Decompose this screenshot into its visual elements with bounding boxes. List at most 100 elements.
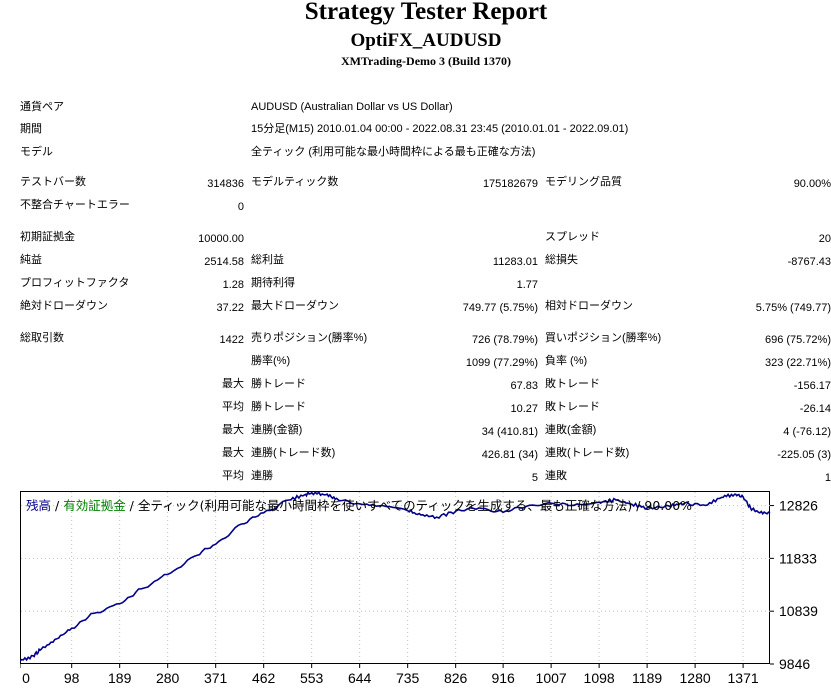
cons-losses-count-value: -225.05 (3) [777,449,831,461]
max-win-trade-label: 勝トレード [251,378,306,390]
ea-name: OptiFX_AUDUSD [350,30,502,51]
chart-caption: 残高 / 有効証拠金 / 全ティック(利用可能な最小時間枠を使いすべてのティック… [26,498,692,513]
x-tick-label: 189 [108,670,132,686]
grid [21,492,770,664]
y-tick-label: 10839 [779,603,818,619]
avg-cons-wins-value: 5 [531,472,538,484]
short-positions-value: 726 (78.79%) [471,334,538,346]
avg-loss-trade-label: 敗トレード [545,401,600,413]
x-tick-label: 1189 [632,670,662,686]
y-tick-label: 11833 [779,550,817,566]
cons-wins-amount-value: 34 (410.81) [481,426,538,438]
net-profit-value: 2514.58 [204,256,244,268]
cons-wins-count-label: 連勝(トレード数) [251,447,336,459]
avg-cons-losses-value: 1 [824,472,831,484]
long-positions-label: 買いポジション(勝率%) [545,332,662,344]
win-rate-label: 勝率(%) [251,355,291,367]
profit-factor-value: 1.28 [222,279,244,291]
max-loss-trade-value: -156.17 [793,380,831,392]
ticks-label: モデルティック数 [251,176,339,188]
mismatch-value: 0 [237,201,244,213]
bars-label: テストバー数 [20,176,86,188]
abs-drawdown-label: 絶対ドローダウン [20,300,108,312]
bars-value: 314836 [207,178,244,190]
x-tick-label: 98 [64,670,80,686]
period-value: 15分足(M15) 2010.01.04 00:00 - 2022.08.31 … [251,123,629,135]
x-tick-label: 644 [348,670,372,686]
mismatch-label: 不整合チャートエラー [20,199,130,211]
x-tick-label: 1007 [536,670,567,686]
quality-value: 90.00% [793,178,831,190]
caption-balance: 残高 [26,498,51,513]
avg-win-trade-label: 勝トレード [251,401,306,413]
spread-label: スプレッド [545,231,600,243]
avg-cons-losses-label: 連敗 [545,470,567,482]
x-tick-label: 1280 [680,670,711,686]
gross-loss-label: 総損失 [545,254,578,266]
abs-drawdown-value: 37.22 [216,302,244,314]
symbol-label: 通貨ペア [20,101,64,113]
y-tick-label: 12826 [779,498,818,514]
loss-rate-value: 323 (22.71%) [764,357,831,369]
model-label: モデル [20,146,53,158]
cons-losses-amount-value: 4 (-76.12) [783,426,831,438]
avg-loss-trade-value: -26.14 [799,403,831,415]
caption-rest: / 全ティック(利用可能な最小時間枠を使いすべてのティックを生成する、最も正確な… [126,498,692,513]
x-axis-ticks: 0 98 189 280 371 462 553 644 735 826 916 1007 1098 11… [20,664,759,686]
x-tick-label: 735 [396,670,420,686]
quality-label: モデリング品質 [545,176,622,188]
report-title: Strategy Tester Report [304,0,548,25]
x-tick-label: 280 [156,670,180,686]
max-label-3: 最大 [222,447,244,459]
gross-loss-value: -8767.43 [787,256,831,268]
symbol-value: AUDUSD (Australian Dollar vs US Dollar) [251,101,453,113]
max-win-trade-value: 67.83 [510,380,538,392]
gross-profit-value: 11283.01 [492,256,538,268]
max-label: 最大 [222,378,244,390]
deposit-label: 初期証拠金 [20,231,75,243]
profit-factor-label: プロフィットファクタ [20,277,130,289]
model-value: 全ティック (利用可能な最小時間枠による最も正確な方法) [251,146,536,158]
rel-drawdown-label: 相対ドローダウン [545,300,633,312]
expected-payoff-value: 1.77 [516,279,538,291]
caption-equity: 有効証拠金 [63,498,126,513]
gross-profit-label: 総利益 [251,254,284,266]
x-tick-label: 1098 [584,670,615,686]
x-tick-label: 1371 [728,670,759,686]
deposit-value: 10000.00 [198,233,244,245]
spread-value: 20 [818,233,831,245]
win-rate-value: 1099 (77.29%) [465,357,538,369]
x-tick-label: 826 [444,670,468,686]
avg-win-trade-value: 10.27 [510,403,538,415]
balance-chart-svg: 残高 / 有効証拠金 / 全ティック(利用可能な最小時間枠を使いすべてのティック… [20,491,818,686]
loss-rate-label: 負率 (%) [545,355,588,367]
cons-wins-amount-label: 連勝(金額) [251,424,303,436]
y-axis-ticks: 12826 11833 10839 9846 [770,498,818,672]
balance-line [20,491,771,662]
balance-chart: 残高 / 有効証拠金 / 全ティック(利用可能な最小時間枠を使いすべてのティック… [20,491,831,699]
cons-losses-amount-label: 連敗(金額) [545,424,597,436]
ticks-value: 175182679 [482,178,538,190]
total-trades-value: 1422 [219,334,244,346]
max-drawdown-value: 749.77 (5.75%) [462,302,538,314]
x-tick-label: 0 [22,670,30,686]
total-trades-label: 総取引数 [20,332,64,344]
x-tick-label: 462 [252,670,276,686]
y-tick-label: 9846 [779,656,810,672]
max-drawdown-label: 最大ドローダウン [251,300,339,312]
x-tick-label: 371 [204,670,228,686]
net-profit-label: 純益 [20,254,42,266]
expected-payoff-label: 期待利得 [251,277,295,289]
x-tick-label: 553 [300,670,324,686]
period-label: 期間 [20,123,42,135]
cons-losses-count-label: 連敗(トレード数) [545,447,630,459]
plot-area [20,491,770,664]
short-positions-label: 売りポジション(勝率%) [251,332,368,344]
avg-label: 平均 [222,401,244,413]
max-loss-trade-label: 敗トレード [545,378,600,390]
long-positions-value: 696 (75.72%) [764,334,831,346]
server-build: XMTrading-Demo 3 (Build 1370) [340,54,512,68]
cons-wins-count-value: 426.81 (34) [481,449,538,461]
series-group [20,491,771,662]
avg-label-2: 平均 [222,470,244,482]
